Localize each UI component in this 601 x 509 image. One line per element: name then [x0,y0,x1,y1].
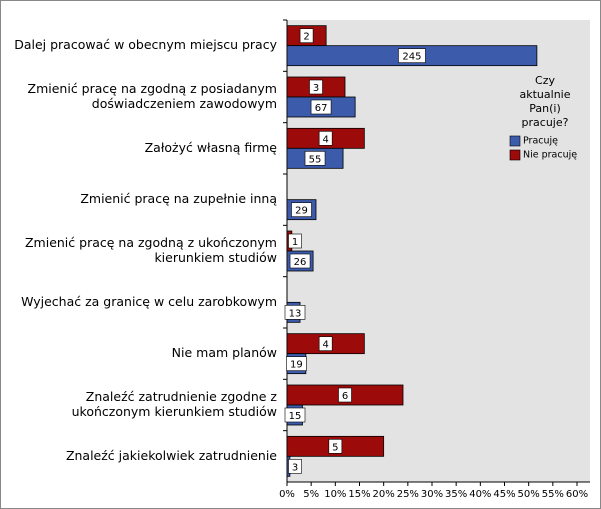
count-label: 67 [315,103,328,114]
x-tick-label: 30% [421,489,443,500]
category-label: doświadczeniem zawodowym [92,96,277,111]
category-label: Dalej pracować w obecnym miejscu pracy [14,37,277,52]
count-label: 29 [295,206,308,217]
category-label: Zmienić pracę na zgodną z posiadanym [28,81,277,96]
count-label-box [328,439,343,454]
count-label: 55 [309,154,322,165]
category-label: Założyć własną firmę [145,140,278,155]
category-label: kierunkiem studiów [154,250,277,265]
count-label-box [398,48,426,63]
count-label: 2 [303,32,309,43]
count-label-box [304,151,326,166]
count-label: 6 [342,391,348,402]
count-label: 4 [322,340,328,351]
count-label: 19 [290,360,303,371]
legend-title: pracuje? [522,116,569,129]
count-label-box [309,79,323,95]
legend-swatch [509,149,521,161]
count-label-box [286,356,307,371]
x-tick-label: 10% [324,489,346,500]
count-label: 15 [289,411,302,422]
legend-title: Czy [535,74,555,87]
legend-label: Pracuję [523,136,558,147]
category-label: Zmienić pracę na zupełnie inną [80,191,277,206]
category-label: Nie mam planów [172,345,277,360]
x-tick-label: 55% [542,489,564,500]
count-label: 3 [313,83,319,94]
legend-swatch [509,135,521,147]
count-label-box [338,387,352,403]
count-label-box [318,131,333,146]
legend-label: Nie pracuję [523,150,577,161]
category-label: Zmienić pracę na zgodną z ukończonym [25,235,277,250]
count-label: 4 [322,134,328,145]
category-label: Znaleźć jakiekolwiek zatrudnienie [66,448,277,463]
category-label: Wyjechać za granicę w celu zarobkowym [21,294,277,309]
category-label: ukończonym kierunkiem studiów [72,404,277,419]
x-tick-label: 40% [469,489,491,500]
count-label-box [289,253,311,269]
x-tick-label: 50% [518,489,540,500]
x-tick-label: 60% [566,489,588,500]
count-label: 13 [289,308,302,319]
category-label: Znaleźć zatrudnienie zgodne z [86,389,278,404]
x-tick-label: 0% [279,489,295,500]
count-label: 3 [292,462,298,473]
count-label-box [291,202,312,217]
count-label-box [284,407,306,423]
x-tick-label: 15% [348,489,370,500]
count-label: 26 [294,257,307,268]
x-tick-label: 25% [397,489,419,500]
count-label: 1 [292,237,298,248]
count-label: 245 [402,52,421,63]
legend-title: Pan(i) [529,102,561,115]
legend-title: aktualnie [520,88,571,101]
x-tick-label: 45% [493,489,515,500]
x-tick-label: 35% [445,489,467,500]
count-label-box [310,99,332,115]
count-label-box [299,28,314,43]
x-tick-label: 5% [303,489,319,500]
count-label-box [318,336,333,351]
count-label-box [288,233,302,249]
count-label-box [284,305,306,320]
count-label: 5 [332,442,338,453]
x-tick-label: 20% [373,489,395,500]
count-label-box [288,459,302,474]
